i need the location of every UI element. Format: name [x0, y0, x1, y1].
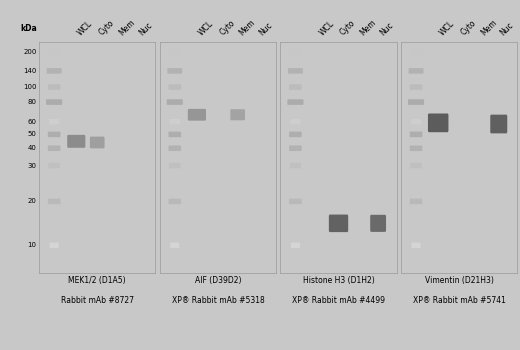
Text: 50: 50 — [28, 131, 37, 138]
Text: 100: 100 — [23, 84, 37, 90]
FancyBboxPatch shape — [411, 243, 421, 248]
FancyBboxPatch shape — [168, 50, 181, 55]
FancyBboxPatch shape — [409, 68, 423, 74]
Text: 80: 80 — [28, 99, 37, 105]
Text: 10: 10 — [28, 242, 37, 248]
FancyBboxPatch shape — [410, 132, 422, 137]
Text: XP® Rabbit mAb #5318: XP® Rabbit mAb #5318 — [172, 296, 264, 305]
FancyBboxPatch shape — [188, 109, 206, 121]
FancyBboxPatch shape — [490, 115, 508, 133]
Text: Mem: Mem — [358, 18, 378, 37]
FancyBboxPatch shape — [167, 99, 183, 105]
FancyBboxPatch shape — [49, 119, 59, 125]
FancyBboxPatch shape — [290, 119, 301, 125]
Text: Mem: Mem — [479, 18, 499, 37]
FancyBboxPatch shape — [170, 243, 179, 248]
Text: 40: 40 — [28, 145, 37, 151]
FancyBboxPatch shape — [48, 132, 60, 137]
FancyBboxPatch shape — [290, 163, 301, 168]
FancyBboxPatch shape — [410, 146, 422, 151]
FancyBboxPatch shape — [168, 146, 181, 151]
FancyBboxPatch shape — [168, 84, 181, 90]
Text: WCL: WCL — [197, 19, 215, 37]
Text: Histone H3 (D1H2): Histone H3 (D1H2) — [303, 276, 374, 286]
Text: Nuc: Nuc — [137, 21, 153, 37]
Text: WCL: WCL — [318, 19, 336, 37]
Text: 30: 30 — [28, 163, 37, 169]
FancyBboxPatch shape — [168, 198, 181, 204]
FancyBboxPatch shape — [428, 113, 448, 132]
Text: kDa: kDa — [20, 24, 37, 33]
FancyBboxPatch shape — [48, 198, 60, 204]
FancyBboxPatch shape — [288, 99, 304, 105]
FancyBboxPatch shape — [48, 84, 60, 90]
Text: 20: 20 — [28, 198, 37, 204]
FancyBboxPatch shape — [411, 119, 421, 125]
Text: Mem: Mem — [238, 18, 257, 37]
Text: Cyto: Cyto — [218, 19, 237, 37]
Text: Vimentin (D21H3): Vimentin (D21H3) — [425, 276, 493, 286]
FancyBboxPatch shape — [289, 50, 302, 55]
FancyBboxPatch shape — [370, 215, 386, 232]
Text: XP® Rabbit mAb #5741: XP® Rabbit mAb #5741 — [413, 296, 505, 305]
Text: Rabbit mAb #8727: Rabbit mAb #8727 — [61, 296, 134, 305]
Text: Cyto: Cyto — [339, 19, 357, 37]
Text: Mem: Mem — [117, 18, 137, 37]
FancyBboxPatch shape — [167, 68, 182, 74]
FancyBboxPatch shape — [291, 243, 300, 248]
FancyBboxPatch shape — [168, 132, 181, 137]
FancyBboxPatch shape — [289, 132, 302, 137]
Text: WCL: WCL — [438, 19, 457, 37]
FancyBboxPatch shape — [329, 215, 348, 232]
FancyBboxPatch shape — [410, 163, 422, 168]
Text: 60: 60 — [28, 119, 37, 125]
Text: WCL: WCL — [76, 19, 95, 37]
Text: Nuc: Nuc — [499, 21, 515, 37]
Text: 200: 200 — [23, 49, 37, 55]
FancyBboxPatch shape — [408, 99, 424, 105]
Text: Nuc: Nuc — [378, 21, 395, 37]
FancyBboxPatch shape — [48, 50, 60, 55]
FancyBboxPatch shape — [49, 243, 59, 248]
Text: Nuc: Nuc — [257, 21, 274, 37]
Text: AIF (D39D2): AIF (D39D2) — [194, 276, 241, 286]
FancyBboxPatch shape — [288, 68, 303, 74]
FancyBboxPatch shape — [67, 135, 85, 148]
Text: XP® Rabbit mAb #4499: XP® Rabbit mAb #4499 — [292, 296, 385, 305]
FancyBboxPatch shape — [48, 163, 60, 168]
FancyBboxPatch shape — [46, 99, 62, 105]
Text: Cyto: Cyto — [97, 19, 116, 37]
FancyBboxPatch shape — [170, 119, 180, 125]
FancyBboxPatch shape — [47, 68, 61, 74]
FancyBboxPatch shape — [289, 198, 302, 204]
FancyBboxPatch shape — [169, 163, 180, 168]
FancyBboxPatch shape — [90, 136, 105, 148]
FancyBboxPatch shape — [410, 198, 422, 204]
Text: MEK1/2 (D1A5): MEK1/2 (D1A5) — [69, 276, 126, 286]
FancyBboxPatch shape — [410, 84, 422, 90]
FancyBboxPatch shape — [230, 109, 245, 120]
FancyBboxPatch shape — [289, 146, 302, 151]
FancyBboxPatch shape — [48, 146, 60, 151]
FancyBboxPatch shape — [410, 50, 422, 55]
Text: Cyto: Cyto — [459, 19, 478, 37]
Text: 140: 140 — [23, 68, 37, 74]
FancyBboxPatch shape — [289, 84, 302, 90]
